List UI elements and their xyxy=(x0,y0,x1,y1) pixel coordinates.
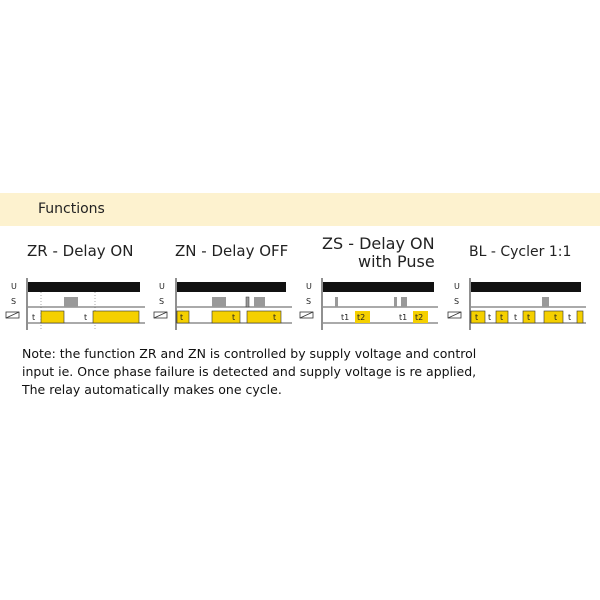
relay-on xyxy=(92,310,140,324)
relay-on xyxy=(355,311,370,323)
switch-pulse xyxy=(254,297,265,307)
relay-on xyxy=(246,310,282,324)
note-line: input ie. Once phase failure is detected… xyxy=(22,364,477,379)
t-label: t xyxy=(84,313,87,322)
section-banner: Functions xyxy=(0,193,600,226)
switch-pulse xyxy=(401,297,407,307)
t1-label: t1 xyxy=(341,313,349,322)
note-line: Note: the function ZR and ZN is controll… xyxy=(22,346,477,361)
t-label: t xyxy=(514,313,517,322)
relay-on xyxy=(495,310,509,324)
t-label: t xyxy=(554,313,557,322)
relay-on xyxy=(470,310,486,324)
t2-label: t2 xyxy=(357,313,365,322)
relay-icon xyxy=(447,311,462,319)
switch-pulse xyxy=(212,297,226,307)
note-text: Note: the function ZR and ZN is controll… xyxy=(22,345,476,399)
bl-title: BL - Cycler 1:1 xyxy=(469,244,572,260)
switch-pulse xyxy=(64,297,78,307)
zs-title-line1: ZS - Delay ON xyxy=(322,234,435,253)
t-label: t xyxy=(180,313,183,322)
relay-on xyxy=(543,310,564,324)
relay-on xyxy=(576,310,584,324)
t-label: t xyxy=(568,313,571,322)
u-label: U xyxy=(159,282,165,291)
supply-bar xyxy=(177,282,286,292)
note-line: The relay automatically makes one cycle. xyxy=(22,382,282,397)
s-label: S xyxy=(159,297,164,306)
t-label: t xyxy=(273,313,276,322)
t2-label: t2 xyxy=(415,313,423,322)
zr-diagram: U S t t xyxy=(5,278,145,330)
supply-bar xyxy=(28,282,140,292)
supply-bar xyxy=(471,282,581,292)
relay-on xyxy=(40,310,65,324)
bl-diagram: U S t t t t t t t xyxy=(447,278,586,330)
s-label: S xyxy=(454,297,459,306)
supply-bar xyxy=(323,282,434,292)
switch-pulse xyxy=(335,297,338,307)
relay-icon xyxy=(153,311,168,319)
relay-on xyxy=(522,310,536,324)
zn-title: ZN - Delay OFF xyxy=(175,242,289,260)
u-label: U xyxy=(11,282,17,291)
u-label: U xyxy=(454,282,460,291)
zr-title: ZR - Delay ON xyxy=(27,242,134,260)
t-label: t xyxy=(32,313,35,322)
zs-diagram: U S t1 t2 t1 t2 xyxy=(299,278,438,330)
relay-on xyxy=(211,310,241,324)
t-label: t xyxy=(232,313,235,322)
t-label: t xyxy=(527,313,530,322)
switch-pulse xyxy=(542,297,549,307)
t-label: t xyxy=(488,313,491,322)
t-label: t xyxy=(500,313,503,322)
t1-label: t1 xyxy=(399,313,407,322)
switch-pulse xyxy=(394,297,397,307)
u-label: U xyxy=(306,282,312,291)
s-label: S xyxy=(11,297,16,306)
switch-pulse xyxy=(245,296,250,308)
t-label: t xyxy=(475,313,478,322)
relay-icon xyxy=(5,311,20,319)
section-title: Functions xyxy=(38,201,105,217)
relay-on xyxy=(176,310,190,324)
zn-diagram: U S t t t xyxy=(153,278,292,330)
s-label: S xyxy=(306,297,311,306)
relay-icon xyxy=(299,311,314,319)
zs-title-line2: with Puse xyxy=(358,252,435,271)
relay-on xyxy=(413,311,428,323)
